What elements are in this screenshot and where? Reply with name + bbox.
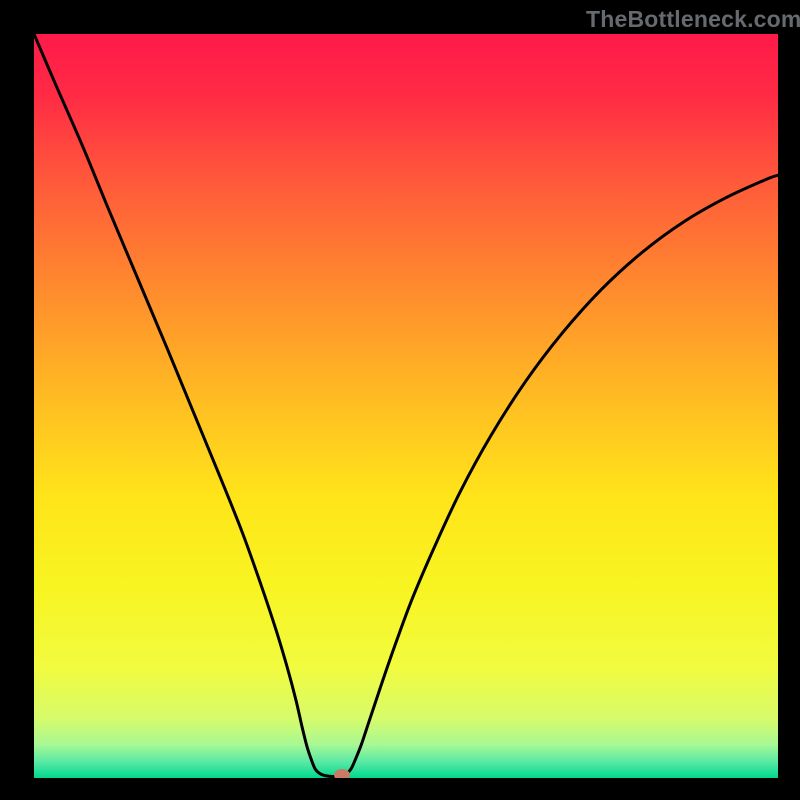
watermark-text: TheBottleneck.com <box>586 6 800 33</box>
plot-area <box>34 34 778 778</box>
min-point-marker <box>334 769 350 778</box>
curve-path <box>34 34 778 777</box>
v-curve <box>34 34 778 778</box>
